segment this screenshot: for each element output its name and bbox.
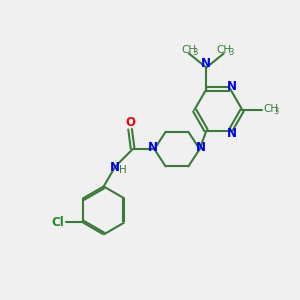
Text: CH: CH [216,44,232,55]
Text: N: N [110,161,120,174]
Text: CH: CH [263,104,278,114]
Text: Cl: Cl [52,216,64,229]
Text: 3: 3 [192,48,198,57]
Text: 3: 3 [274,107,279,116]
Text: N: N [148,141,158,154]
Text: 3: 3 [228,48,233,57]
Text: H: H [119,165,127,175]
Text: CH: CH [181,44,196,55]
Text: N: N [227,127,237,140]
Text: O: O [125,116,135,129]
Text: N: N [201,57,211,70]
Text: N: N [227,80,237,93]
Text: N: N [196,141,206,154]
